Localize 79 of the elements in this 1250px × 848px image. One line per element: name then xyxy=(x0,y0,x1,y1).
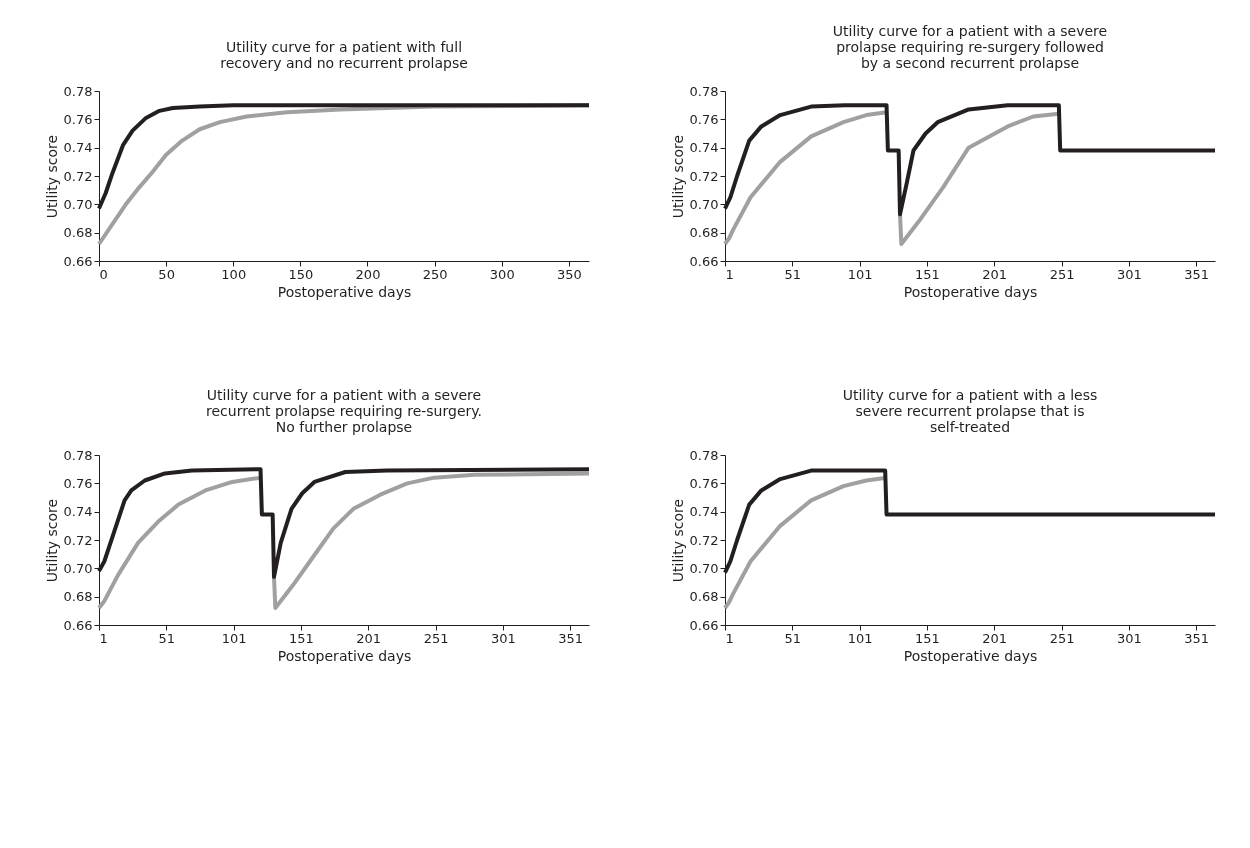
x-tick-label: 201 xyxy=(982,630,1008,646)
x-tick-label: 1 xyxy=(725,630,734,646)
x-tick-label: 51 xyxy=(784,630,802,646)
x-tick-label: 251 xyxy=(423,630,449,646)
x-axis-title: Postoperative days xyxy=(277,647,412,664)
x-tick-label: 50 xyxy=(158,266,175,282)
y-axis-title: Utility score xyxy=(669,498,686,583)
y-tick-label: 0.76 xyxy=(63,111,93,127)
y-tick-label: 0.68 xyxy=(63,225,93,241)
x-tick-label: 101 xyxy=(847,266,873,282)
y-tick-label: 0.76 xyxy=(689,475,719,491)
y-tick-label: 0.70 xyxy=(689,560,719,576)
y-tick-label: 0.66 xyxy=(689,617,719,633)
x-tick-label: 301 xyxy=(490,630,516,646)
x-axis-title: Postoperative days xyxy=(903,283,1038,300)
x-tick-label: 300 xyxy=(489,266,515,282)
x-tick-label: 100 xyxy=(221,266,247,282)
text: self-treated xyxy=(929,419,1011,435)
y-tick-label: 0.72 xyxy=(63,532,93,548)
x-tick-label: 351 xyxy=(558,630,584,646)
x-axis-title: Postoperative days xyxy=(277,283,412,300)
y-tick-label: 0.78 xyxy=(689,83,719,99)
x-tick-label: 251 xyxy=(1049,630,1075,646)
y-tick-label: 0.78 xyxy=(63,83,93,99)
y-tick-label: 0.76 xyxy=(689,111,719,127)
x-tick-label: 301 xyxy=(1116,630,1142,646)
text: recovery and no recurrent prolapse xyxy=(220,55,468,71)
text: recurrent prolapse requiring re-surgery. xyxy=(206,403,482,419)
y-tick-label: 0.74 xyxy=(689,140,719,156)
y-tick-label: 0.70 xyxy=(689,196,719,212)
x-tick-label: 351 xyxy=(1184,266,1210,282)
y-tick-label: 0.78 xyxy=(689,447,719,463)
y-tick-label: 0.66 xyxy=(63,617,93,633)
x-tick-label: 51 xyxy=(784,266,802,282)
y-tick-label: 0.74 xyxy=(689,504,719,520)
y-tick-label: 0.76 xyxy=(63,475,93,491)
x-tick-label: 1 xyxy=(725,266,734,282)
y-axis-title: Utility score xyxy=(43,498,60,583)
y-tick-label: 0.68 xyxy=(689,589,719,605)
y-tick-label: 0.72 xyxy=(689,532,719,548)
x-tick-label: 301 xyxy=(1116,266,1142,282)
x-tick-label: 351 xyxy=(1184,630,1210,646)
text: by a second recurrent prolapse xyxy=(860,55,1080,71)
y-tick-label: 0.74 xyxy=(63,504,93,520)
y-tick-label: 0.78 xyxy=(63,447,93,463)
text: Utility curve for a patient with a severe xyxy=(206,387,482,403)
y-tick-label: 0.68 xyxy=(63,589,93,605)
x-tick-label: 51 xyxy=(158,630,176,646)
y-tick-label: 0.72 xyxy=(689,168,719,184)
x-tick-label: 250 xyxy=(422,266,448,282)
y-tick-label: 0.66 xyxy=(63,253,93,269)
y-tick-label: 0.66 xyxy=(689,253,719,269)
text: prolapse requiring re-surgery followed xyxy=(836,39,1104,55)
text: Utility curve for a patient with a less xyxy=(842,387,1098,403)
text: No further prolapse xyxy=(275,419,413,435)
y-axis-title: Utility score xyxy=(669,134,686,219)
text: Utility curve for a patient with a severe xyxy=(832,23,1108,39)
x-tick-label: 201 xyxy=(356,630,382,646)
x-axis-title: Postoperative days xyxy=(903,647,1038,664)
y-tick-label: 0.74 xyxy=(63,140,93,156)
text: Utility curve for a patient with full xyxy=(225,39,463,55)
x-tick-label: 200 xyxy=(355,266,381,282)
x-tick-label: 151 xyxy=(915,266,940,282)
x-tick-label: 151 xyxy=(289,630,314,646)
y-tick-label: 0.70 xyxy=(63,560,93,576)
x-tick-label: 201 xyxy=(982,266,1008,282)
y-tick-label: 0.68 xyxy=(689,225,719,241)
x-tick-label: 350 xyxy=(556,266,582,282)
x-tick-label: 1 xyxy=(99,630,108,646)
x-tick-label: 251 xyxy=(1049,266,1075,282)
x-tick-label: 150 xyxy=(288,266,314,282)
x-tick-label: 101 xyxy=(847,630,873,646)
x-tick-label: 0 xyxy=(99,266,108,282)
text: severe recurrent prolapse that is xyxy=(855,403,1085,419)
y-tick-label: 0.72 xyxy=(63,168,93,184)
x-tick-label: 101 xyxy=(221,630,247,646)
x-tick-label: 151 xyxy=(915,630,940,646)
y-tick-label: 0.70 xyxy=(63,196,93,212)
y-axis-title: Utility score xyxy=(43,134,60,219)
